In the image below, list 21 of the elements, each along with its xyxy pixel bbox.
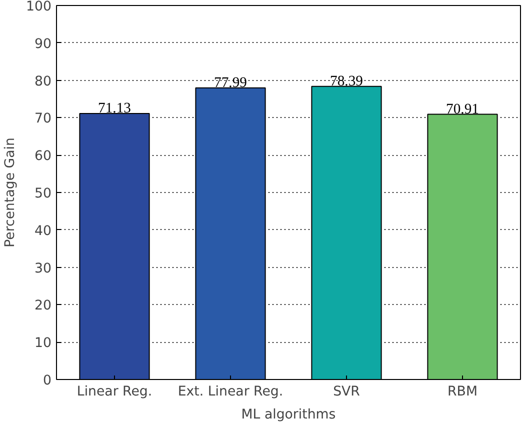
x-tick-label: SVR [333, 384, 360, 400]
y-tick-label: 70 [34, 112, 52, 127]
y-axis-title: Percentage Gain [3, 138, 18, 248]
x-axis-title: ML algorithms [241, 408, 336, 422]
y-tick-label: 40 [34, 224, 52, 239]
x-tick-label: Ext. Linear Reg. [178, 384, 284, 400]
y-tick-label: 90 [34, 36, 52, 52]
x-tick-label: Linear Reg. [76, 384, 152, 400]
data-label: 71.13 [98, 100, 131, 116]
y-tick-label: 30 [34, 261, 52, 276]
x-tick-label: RBM [448, 384, 478, 400]
y-tick-label: 0 [43, 374, 52, 388]
y-tick-label: 50 [34, 186, 52, 202]
data-label: 78.39 [330, 73, 363, 90]
y-tick-label: 60 [34, 149, 52, 164]
data-label: 70.91 [446, 101, 479, 118]
data-label: 77.99 [214, 74, 247, 91]
y-tick-label: 100 [26, 0, 52, 14]
y-tick-label: 20 [34, 298, 52, 314]
y-tick-label: 80 [34, 74, 52, 90]
y-tick-label: 10 [34, 336, 52, 352]
